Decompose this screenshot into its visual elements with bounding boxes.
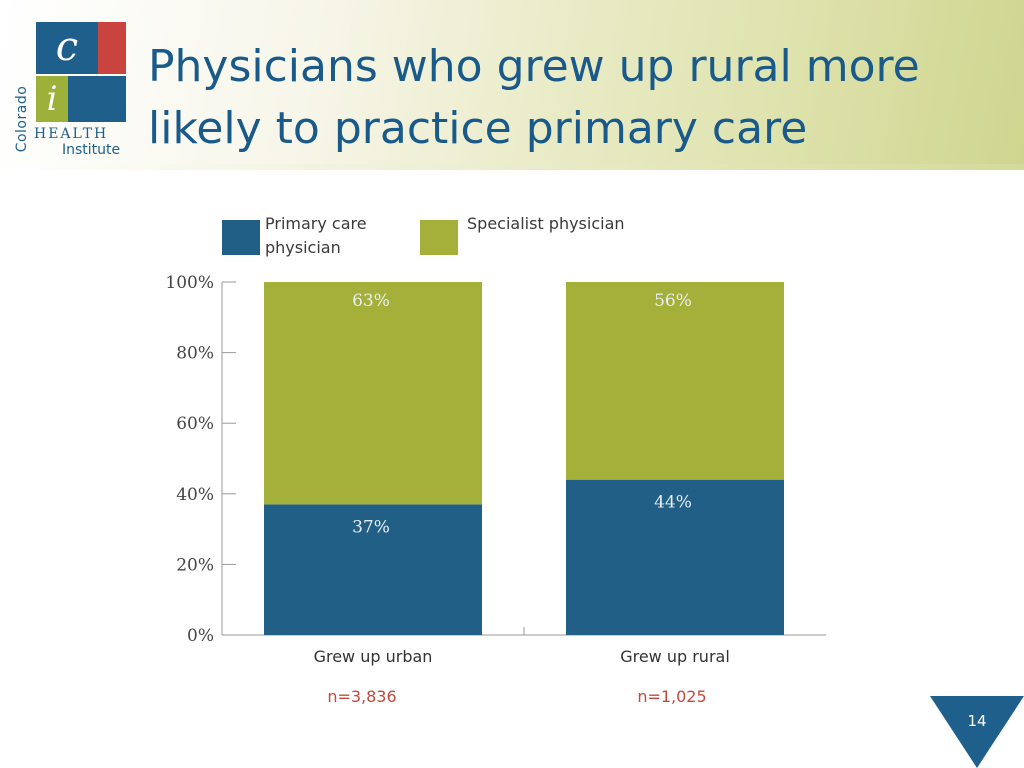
sample-size-urban: n=3,836 bbox=[327, 687, 397, 706]
y-tick-label: 80% bbox=[176, 344, 214, 364]
sample-size-rural: n=1,025 bbox=[637, 687, 707, 706]
y-tick-label: 60% bbox=[176, 414, 214, 434]
slide-title: Physicians who grew up rural more likely… bbox=[148, 41, 920, 154]
logo-health-text: HEALTH bbox=[34, 126, 109, 142]
bar-segment bbox=[566, 479, 784, 635]
legend-label-primary-line1: Primary care bbox=[265, 214, 367, 233]
y-tick-label: 40% bbox=[176, 485, 214, 505]
y-tick-label: 0% bbox=[187, 626, 214, 646]
logo-red-block bbox=[98, 22, 126, 74]
logo-institute-text: Institute bbox=[62, 142, 121, 158]
legend-label-specialist: Specialist physician bbox=[467, 212, 625, 236]
legend-label-primary-line2: physician bbox=[265, 238, 341, 257]
data-label: 44% bbox=[654, 493, 692, 513]
page-number: 14 bbox=[967, 712, 987, 730]
data-label: 37% bbox=[352, 517, 390, 537]
colorado-health-institute-logo: Colorado c i HEALTH Institute bbox=[8, 20, 132, 165]
data-label: 56% bbox=[654, 291, 692, 311]
logo-letter-c: c bbox=[36, 22, 98, 74]
bar-segment bbox=[566, 282, 784, 480]
legend-label-specialist-line1: Specialist physician bbox=[467, 214, 625, 233]
bar-segment bbox=[264, 282, 482, 505]
page-number-badge bbox=[930, 696, 1024, 768]
legend-label-primary: Primary care physician bbox=[265, 212, 367, 260]
category-label: Grew up rural bbox=[620, 647, 730, 666]
category-label: Grew up urban bbox=[314, 647, 433, 666]
bar-segment bbox=[264, 504, 482, 635]
legend-swatch-primary bbox=[222, 220, 260, 255]
y-tick-label: 20% bbox=[176, 555, 214, 575]
y-tick-label: 100% bbox=[165, 273, 214, 293]
header-band bbox=[0, 0, 1024, 170]
legend-swatch-specialist bbox=[420, 220, 458, 255]
data-label: 63% bbox=[352, 291, 390, 311]
logo-letter-i: i bbox=[36, 76, 68, 122]
logo-blue-block bbox=[68, 76, 126, 122]
